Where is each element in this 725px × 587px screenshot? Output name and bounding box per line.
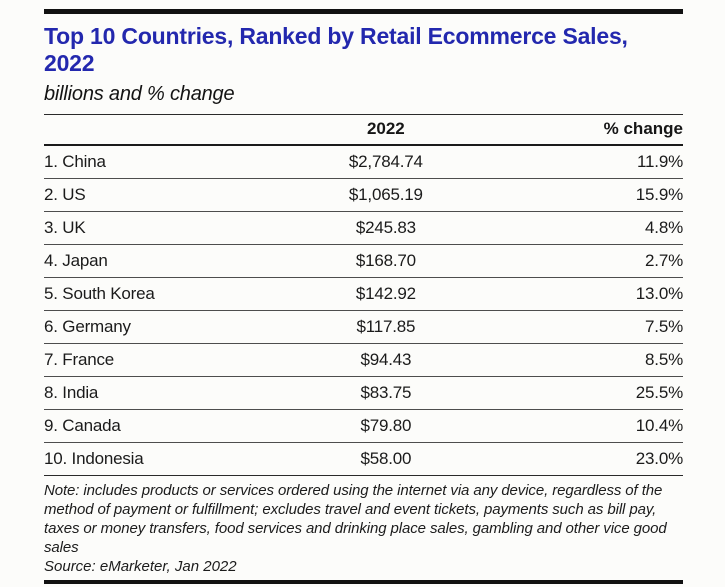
value-cell: $2,784.74 <box>286 145 485 179</box>
table-row: 5. South Korea $142.92 13.0% <box>44 277 683 311</box>
change-cell: 8.5% <box>484 343 683 377</box>
country-cell: 7. France <box>44 343 287 377</box>
country-cell: 3. UK <box>44 211 287 245</box>
value-cell: $94.43 <box>286 343 485 377</box>
change-cell: 10.4% <box>484 409 683 443</box>
col-header-percent-change: % change <box>484 114 683 146</box>
value-cell: $168.70 <box>286 244 485 278</box>
change-cell: 4.8% <box>484 211 683 245</box>
value-cell: $79.80 <box>286 409 485 443</box>
chart-subtitle: billions and % change <box>44 83 235 105</box>
country-cell: 1. China <box>44 145 287 179</box>
country-cell: 5. South Korea <box>44 277 287 311</box>
footnote: Note: includes products or services orde… <box>44 482 667 556</box>
change-cell: 25.5% <box>484 376 683 410</box>
table-row: 6. Germany $117.85 7.5% <box>44 310 683 344</box>
value-cell: $142.92 <box>286 277 485 311</box>
table-header-row: 2022 % change <box>44 114 683 146</box>
change-cell: 13.0% <box>484 277 683 311</box>
chart-title: Top 10 Countries, Ranked by Retail Ecomm… <box>44 23 628 76</box>
bottom-rule <box>44 580 683 584</box>
value-cell: $58.00 <box>286 442 485 476</box>
value-cell: $1,065.19 <box>286 178 485 212</box>
col-header-country <box>44 114 287 146</box>
change-cell: 2.7% <box>484 244 683 278</box>
col-header-2022: 2022 <box>286 114 485 146</box>
country-cell: 10. Indonesia <box>44 442 287 476</box>
data-table: 2022 % change 1. China $2,784.74 11.9% 2… <box>44 114 683 476</box>
value-cell: $117.85 <box>286 310 485 344</box>
country-cell: 6. Germany <box>44 310 287 344</box>
country-cell: 4. Japan <box>44 244 287 278</box>
change-cell: 7.5% <box>484 310 683 344</box>
change-cell: 15.9% <box>484 178 683 212</box>
table-row: 3. UK $245.83 4.8% <box>44 211 683 245</box>
table-row: 8. India $83.75 25.5% <box>44 376 683 410</box>
country-cell: 9. Canada <box>44 409 287 443</box>
table-row: 4. Japan $168.70 2.7% <box>44 244 683 278</box>
country-cell: 2. US <box>44 178 287 212</box>
change-cell: 23.0% <box>484 442 683 476</box>
change-cell: 11.9% <box>484 145 683 179</box>
table-row: 10. Indonesia $58.00 23.0% <box>44 442 683 476</box>
table-row: 7. France $94.43 8.5% <box>44 343 683 377</box>
country-cell: 8. India <box>44 376 287 410</box>
table-row: 9. Canada $79.80 10.4% <box>44 409 683 443</box>
table-row: 2. US $1,065.19 15.9% <box>44 178 683 212</box>
table-row: 1. China $2,784.74 11.9% <box>44 145 683 179</box>
value-cell: $83.75 <box>286 376 485 410</box>
source-line: Source: eMarketer, Jan 2022 <box>44 558 237 575</box>
top-accent-bar <box>44 9 683 14</box>
value-cell: $245.83 <box>286 211 485 245</box>
